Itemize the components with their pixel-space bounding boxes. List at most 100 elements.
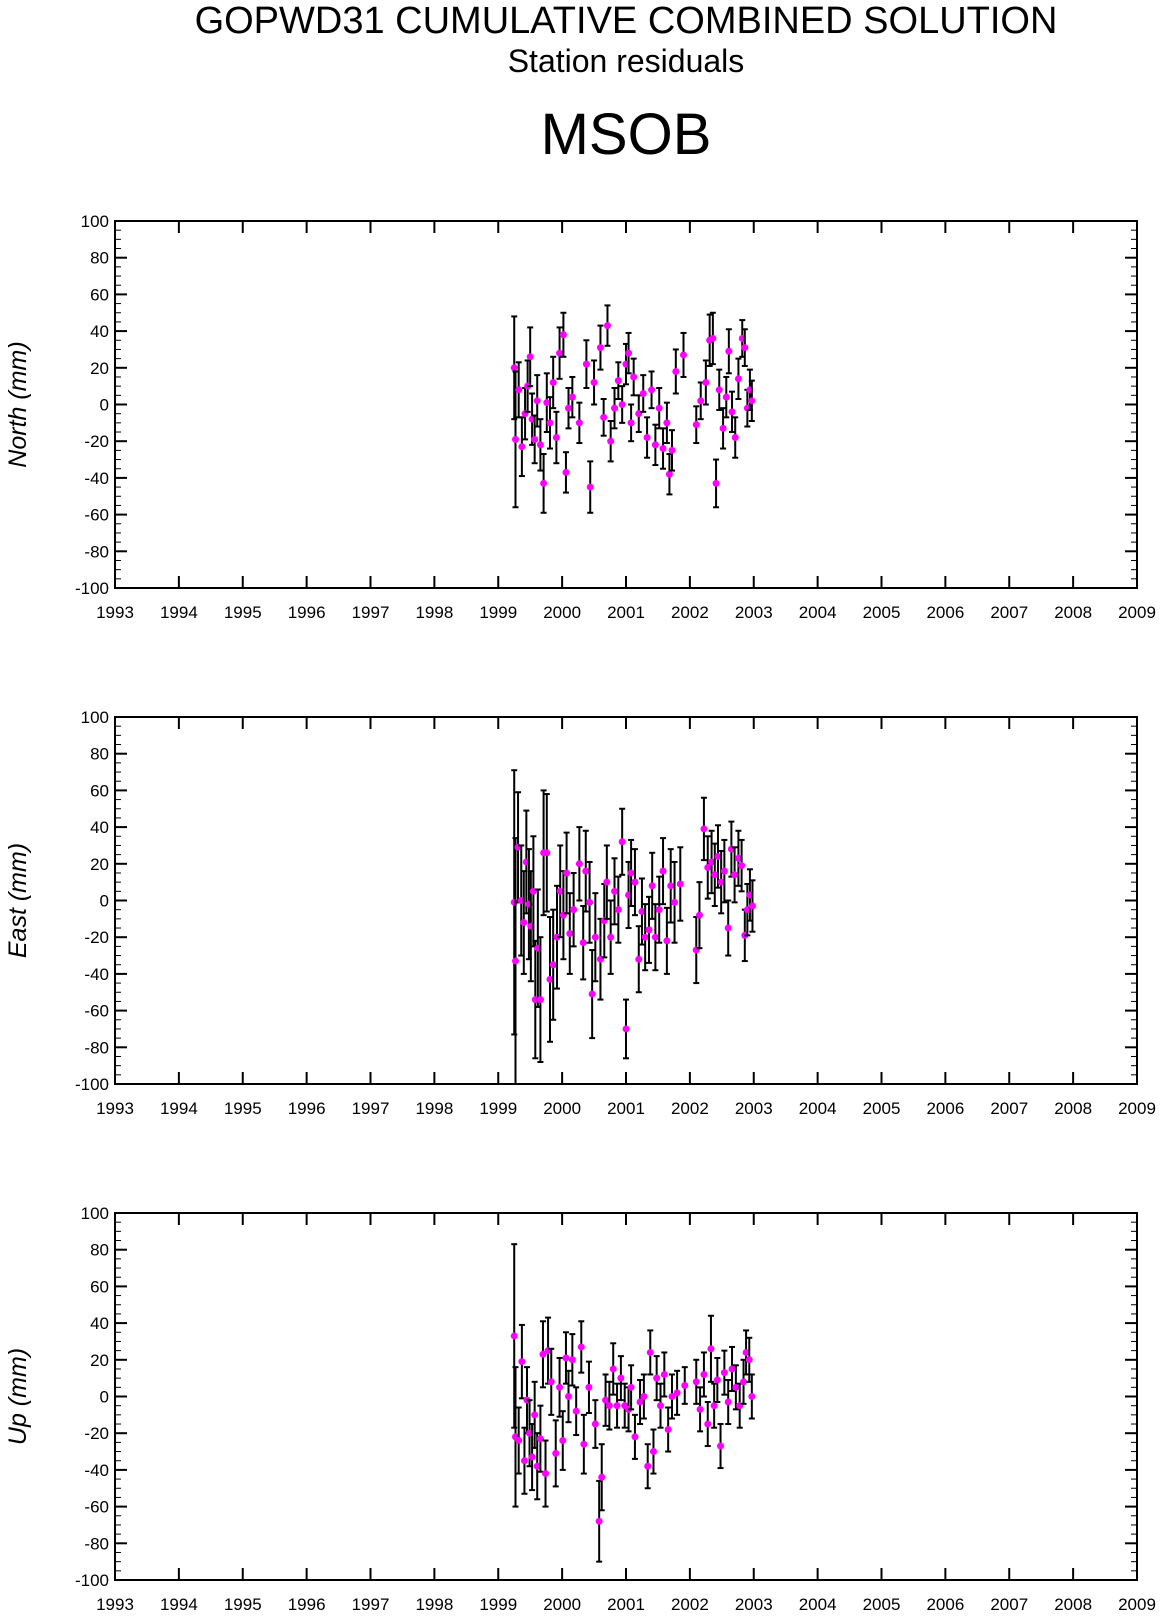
data-point [562,451,570,494]
data-point [704,1401,712,1448]
data-point [641,903,649,972]
data-point [697,381,705,421]
point-marker [598,1473,606,1481]
x-tick-label: 1997 [352,1099,390,1118]
data-point [738,838,746,893]
point-marker [648,882,656,890]
data-point [695,881,703,950]
data-point [724,1378,732,1426]
point-marker [742,1348,750,1356]
data-point [656,1382,664,1429]
point-marker [668,1393,676,1400]
y-tick-label: 100 [81,212,109,231]
data-point [635,394,643,434]
data-point [692,405,700,445]
point-marker [709,334,717,342]
point-marker [556,887,564,895]
point-marker [539,1350,547,1358]
point-marker [559,1437,567,1445]
data-point [546,396,554,450]
point-marker [586,483,594,491]
point-marker [649,1448,657,1456]
y-tick-label: 60 [90,781,109,800]
y-tick-label: -100 [75,1075,109,1094]
point-marker [715,386,723,394]
data-point [588,949,596,1040]
y-tick-label: -80 [84,542,109,561]
data-point [707,1314,715,1383]
data-point [638,877,646,946]
point-marker [565,404,573,412]
data-point [640,1373,648,1420]
data-point [672,348,680,395]
data-point [720,838,728,904]
y-tick-label: 60 [90,285,109,304]
point-marker [568,393,576,401]
data-series [510,304,756,514]
data-point [742,1329,750,1376]
data-point [565,1369,573,1424]
point-marker [704,1420,712,1428]
data-point [602,1373,610,1427]
point-marker [679,351,687,359]
point-marker [731,434,739,442]
data-point [741,328,749,367]
point-marker [603,878,611,886]
point-marker [588,990,596,998]
data-point [570,871,578,948]
point-marker [553,933,561,941]
data-series [510,769,756,1084]
point-marker [740,1378,748,1386]
y-tick-label: 40 [90,818,109,837]
y-tick-label: 40 [90,1314,109,1333]
data-point [659,837,667,906]
point-marker [656,1402,664,1410]
data-point [635,925,643,994]
point-marker [638,908,646,916]
data-point [529,835,537,948]
data-point [585,1360,593,1415]
data-point [648,851,656,920]
point-marker [651,933,659,941]
data-point [618,385,626,424]
panel-1: -100 -80 -60 -40 -20 0 20 40 60 80 100 1993 1994 1995… [4,212,1156,622]
point-marker [582,867,590,875]
point-marker [536,441,544,449]
data-point [622,998,630,1060]
data-point [515,1406,523,1475]
point-marker [722,393,730,401]
x-tick-label: 2009 [1118,1595,1156,1614]
data-point [667,848,675,924]
data-point [713,1356,721,1404]
data-point [559,1410,567,1471]
chart-title: GOPWD31 CUMULATIVE COMBINED SOLUTION [195,0,1058,42]
y-tick-label: -20 [84,928,109,947]
data-point [536,418,544,472]
point-marker [543,399,551,407]
data-point [526,326,534,388]
data-point [536,936,544,1063]
data-point [531,414,539,465]
point-marker [748,397,756,405]
point-marker [700,1370,708,1378]
point-marker [731,871,739,879]
point-marker [536,996,544,1004]
data-point [728,1345,736,1392]
data-point [748,879,756,933]
data-point [518,416,526,478]
x-tick-label: 2009 [1118,603,1156,622]
point-marker [668,446,676,454]
data-point [572,1386,580,1437]
data-point [676,846,684,922]
point-marker [556,349,564,357]
plot-frame [114,220,1138,589]
x-tick-label: 1998 [415,603,453,622]
data-point [518,1323,526,1400]
point-marker [640,1393,648,1400]
point-marker [591,1420,599,1428]
point-marker [562,468,570,476]
y-tick-label: 0 [100,892,109,911]
point-marker [515,386,523,394]
data-point [556,326,564,380]
point-marker [631,878,639,886]
